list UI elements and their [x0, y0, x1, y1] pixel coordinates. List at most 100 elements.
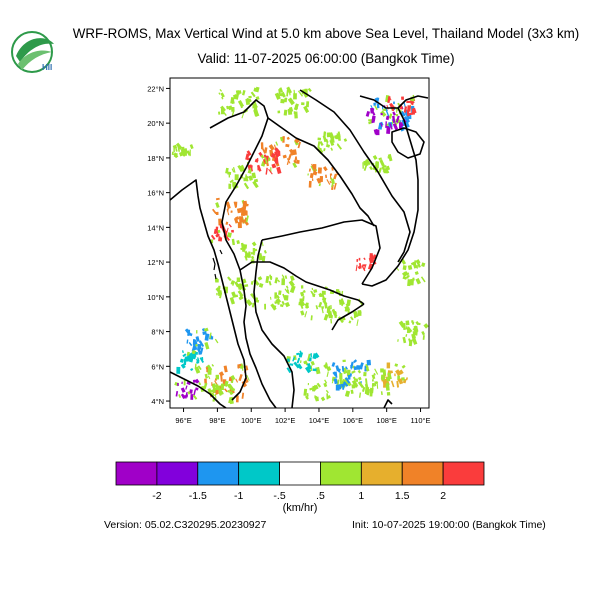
wind-speckle — [279, 304, 284, 308]
wind-speckle — [406, 115, 411, 120]
wind-speckle — [292, 162, 298, 169]
version-text: Version: 05.02.C320295.20230927 — [104, 519, 267, 531]
wind-speckle — [178, 394, 182, 399]
wind-speckle — [363, 257, 366, 261]
wind-speckle — [411, 108, 416, 115]
wind-speckle — [277, 279, 281, 283]
wind-speckle — [198, 340, 204, 346]
init-time: Init: 10-07-2025 19:00:00 (Bangkok Time) — [352, 519, 546, 531]
wind-speckle — [269, 296, 272, 300]
wind-speckle — [323, 313, 329, 321]
wind-speckle — [182, 353, 187, 358]
wind-speckle — [273, 144, 277, 150]
wind-speckle — [356, 259, 359, 262]
wind-speckle — [298, 353, 302, 358]
colorbar-label: .5 — [316, 490, 325, 502]
wind-speckle — [319, 175, 324, 182]
wind-speckle — [215, 197, 220, 201]
wind-speckle — [405, 271, 408, 275]
wind-speckle — [175, 148, 178, 152]
colorbar-swatch — [360, 461, 403, 486]
wind-speckle — [193, 389, 197, 396]
wind-speckle — [240, 167, 243, 172]
wind-speckle — [214, 388, 217, 391]
wind-speckle — [389, 123, 393, 130]
wind-speckle — [237, 290, 244, 297]
wind-speckle — [297, 363, 303, 370]
wind-speckle — [238, 373, 243, 382]
wind-speckle — [355, 378, 359, 382]
wind-speckle — [408, 339, 413, 347]
wind-speckle — [287, 153, 292, 161]
wind-speckle — [261, 255, 266, 262]
colorbar-swatch — [115, 461, 158, 486]
wind-speckle — [199, 357, 205, 363]
colorbar-label: -1.5 — [188, 490, 207, 502]
colorbar-units: (km/hr) — [282, 502, 318, 514]
wind-speckle — [304, 88, 308, 93]
valid-time: Valid: 11-07-2025 06:00:00 (Bangkok Time… — [197, 51, 455, 66]
wind-speckle — [401, 96, 405, 100]
wind-speckle — [405, 325, 408, 330]
wind-speckle — [179, 358, 184, 363]
wind-speckle — [362, 264, 366, 267]
wind-speckle — [411, 320, 414, 323]
wind-speckle — [402, 276, 407, 280]
wind-speckle — [281, 274, 285, 279]
wind-speckle — [413, 325, 419, 332]
wind-speckle — [204, 341, 210, 350]
wind-speckle — [314, 395, 319, 402]
wind-speckle — [301, 102, 305, 106]
wind-speckle — [360, 363, 363, 370]
colorbar-swatch — [401, 461, 444, 486]
wind-speckle — [401, 271, 408, 277]
wind-speckle — [422, 335, 425, 340]
wind-speckle — [322, 299, 328, 306]
wind-speckle — [403, 115, 411, 123]
wind-speckle — [276, 166, 282, 174]
wind-speckle — [244, 284, 249, 288]
wind-speckle — [337, 316, 344, 324]
wind-speckle — [253, 248, 258, 252]
wind-speckle — [218, 371, 225, 377]
wind-speckle — [372, 154, 378, 161]
wind-speckle — [220, 374, 223, 382]
wind-speckle — [209, 332, 212, 339]
wind-speckle — [176, 366, 181, 374]
wind-speckle — [400, 122, 404, 127]
wind-speckle — [289, 285, 296, 294]
wind-speckle — [305, 101, 310, 108]
wind-speckle — [393, 101, 395, 105]
wind-speckle — [387, 372, 392, 380]
wind-speckle — [392, 111, 396, 116]
wind-speckle — [345, 308, 348, 311]
wind-speckle — [398, 369, 404, 375]
wind-speckle — [380, 368, 384, 373]
colorbar-label: -.5 — [273, 490, 286, 502]
wind-speckle — [226, 208, 230, 216]
wind-speckle — [343, 381, 349, 387]
wind-speckle — [312, 170, 318, 176]
wind-speckle — [245, 215, 249, 223]
wind-speckle — [308, 168, 311, 172]
wind-speckle — [315, 305, 319, 310]
wind-speckle — [284, 301, 291, 308]
wind-speckle — [357, 311, 362, 315]
wind-speckle — [324, 379, 328, 384]
wind-speckle — [235, 378, 239, 383]
wind-speckle — [175, 142, 183, 150]
wind-speckle — [231, 168, 235, 173]
wind-speckle — [406, 100, 410, 103]
wind-speckle — [197, 365, 202, 371]
wind-speckle — [374, 381, 377, 387]
wind-speckle — [228, 174, 231, 178]
wind-speckle — [291, 151, 296, 155]
wind-speckle — [181, 350, 184, 354]
wind-speckle — [326, 179, 331, 185]
wind-speckle — [369, 166, 373, 171]
wind-speckle — [368, 119, 372, 122]
wind-speckle — [280, 98, 285, 104]
wind-speckle — [287, 97, 295, 106]
wind-speckle — [420, 276, 426, 283]
wind-speckle — [263, 250, 267, 254]
